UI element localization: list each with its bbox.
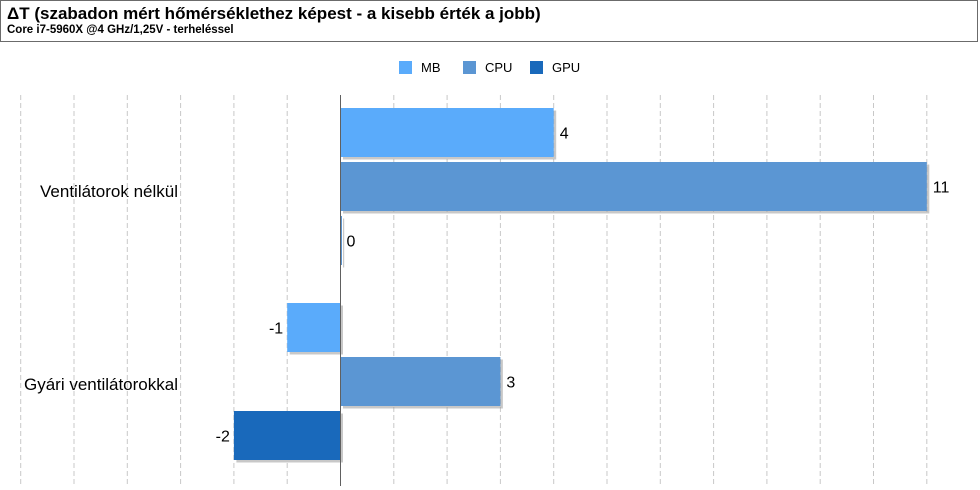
data-label-cpu-1: 11 <box>933 180 950 197</box>
legend-label-mb: MB <box>421 59 441 75</box>
data-label-gpu-2: -2 <box>216 429 230 446</box>
bar-gpu-1 <box>340 216 342 265</box>
bar-mb-2 <box>287 303 341 352</box>
bar-gpu-2 <box>233 411 341 460</box>
data-label-cpu-2: 3 <box>506 375 515 392</box>
legend-item-gpu: GPU <box>530 57 580 77</box>
legend-item-mb: MB <box>399 57 441 77</box>
chart-header: ΔT (szabadon mért hőmérséklethez képest … <box>0 0 978 42</box>
legend-label-gpu: GPU <box>552 59 581 75</box>
legend-swatch-gpu <box>530 60 543 74</box>
bar-cpu-1 <box>340 162 927 211</box>
chart-title: ΔT (szabadon mért hőmérséklethez képest … <box>7 4 541 23</box>
bar-cpu-2 <box>340 357 501 406</box>
bar-mb-1 <box>340 108 554 157</box>
chart-subtitle: Core i7-5960X @4 GHz/1,25V - terheléssel <box>7 24 234 36</box>
category-label-gyari-ventilatorokkal: Gyári ventilátorokkal <box>23 375 178 394</box>
chart-legend: MB CPU GPU <box>0 57 980 77</box>
legend-swatch-cpu <box>463 60 476 74</box>
category-label-ventilatorok-nelkul: Ventilátorok nélkül <box>40 182 178 201</box>
legend-swatch-mb <box>399 60 412 74</box>
legend-item-cpu: CPU <box>463 57 512 77</box>
bar-shadow <box>343 218 345 268</box>
data-label-gpu-1: 0 <box>347 234 356 251</box>
data-label-mb-1: 4 <box>560 126 569 143</box>
legend-label-cpu: CPU <box>485 59 513 75</box>
data-label-mb-2: -1 <box>269 321 283 338</box>
